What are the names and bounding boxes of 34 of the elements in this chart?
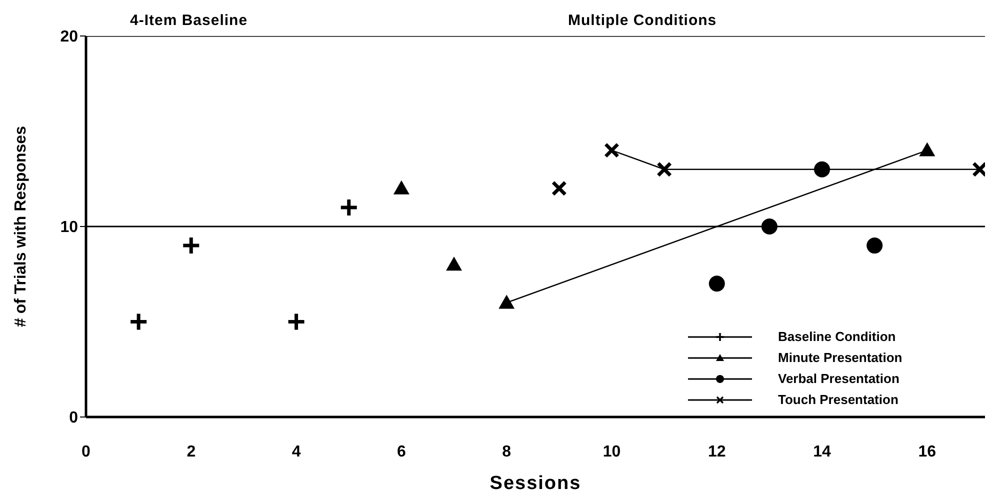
x-tick-label: 4 [292,443,301,460]
x-tick-label: 10 [602,443,621,460]
legend-label: Verbal Presentation [778,371,900,386]
text: 4-Item Baseline [130,12,248,29]
point [181,236,201,256]
y-tick-label: 10 [60,219,78,236]
point [446,256,462,271]
point [919,142,936,156]
x-tick-label: 16 [918,443,936,460]
point [866,238,883,254]
legend-label: Baseline Condition [778,329,896,344]
point [761,218,778,234]
point [604,142,620,158]
y-tick-label: 0 [69,410,78,427]
point [551,180,567,196]
x-axis-title: Sessions [490,473,582,493]
point [393,180,410,194]
point [708,276,725,292]
point [128,312,148,332]
legend-label: Touch Presentation [778,392,898,407]
x-tick-label: 6 [396,443,406,460]
x-tick-label: 0 [82,443,91,460]
x-tick-label: 8 [502,443,512,460]
y-tick-label: 20 [60,28,78,46]
x-tick-label: 14 [813,443,832,460]
point [286,312,306,332]
legend-label: Minute Presentation [778,350,902,365]
x-tick-label: 2 [186,443,196,460]
point [656,162,672,178]
point [339,198,359,218]
point [498,294,515,309]
x-tick-label: 12 [708,443,726,460]
text: Multiple Conditions [568,12,717,29]
y-axis-title: # of Trials with Responses [12,126,30,327]
